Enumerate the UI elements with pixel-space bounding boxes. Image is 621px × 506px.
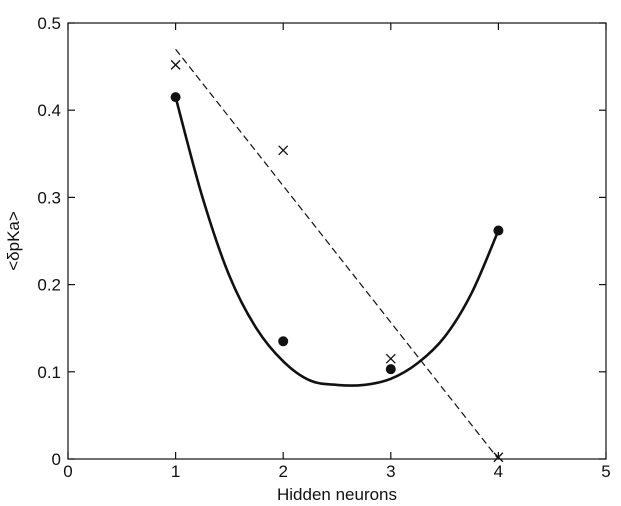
y-tick-label: 0.5 xyxy=(37,14,61,33)
x-tick-label: 3 xyxy=(386,462,395,481)
cross-stroke xyxy=(278,145,289,156)
cross-point xyxy=(278,145,289,156)
cross-point xyxy=(385,353,396,364)
y-axis-title: <δpKa> xyxy=(4,211,23,271)
fit-lines xyxy=(174,48,500,460)
cross-point xyxy=(493,452,504,463)
y-tick-label: 0 xyxy=(52,450,61,469)
x-tick-label: 1 xyxy=(171,462,180,481)
solid-fit-curve xyxy=(174,96,500,387)
x-axis-title: Hidden neurons xyxy=(277,485,397,504)
y-tick-label: 0.1 xyxy=(37,363,61,382)
x-tick-label: 0 xyxy=(63,462,72,481)
circle-point xyxy=(385,364,396,375)
circle-point xyxy=(493,225,504,236)
x-tick-label: 4 xyxy=(494,462,503,481)
x-tick-label: 2 xyxy=(278,462,287,481)
data-marks xyxy=(170,59,504,463)
y-tick-label: 0.2 xyxy=(37,276,61,295)
plot-frame xyxy=(67,22,607,460)
cross-stroke xyxy=(170,59,181,70)
y-tick-label: 0.3 xyxy=(37,188,61,207)
axis-ticks: 0 1 2 3 4 5 0 0.1 0.2 0.3 0.4 0.5 xyxy=(37,14,610,481)
cross-point xyxy=(170,59,181,70)
circle-point xyxy=(278,336,289,347)
cross-stroke xyxy=(493,452,504,463)
y-tick-label: 0.4 xyxy=(37,101,61,120)
x-tick-label: 5 xyxy=(601,462,610,481)
circle-point xyxy=(170,92,181,103)
cross-stroke xyxy=(385,353,396,364)
dashed-fit-line xyxy=(175,48,499,460)
